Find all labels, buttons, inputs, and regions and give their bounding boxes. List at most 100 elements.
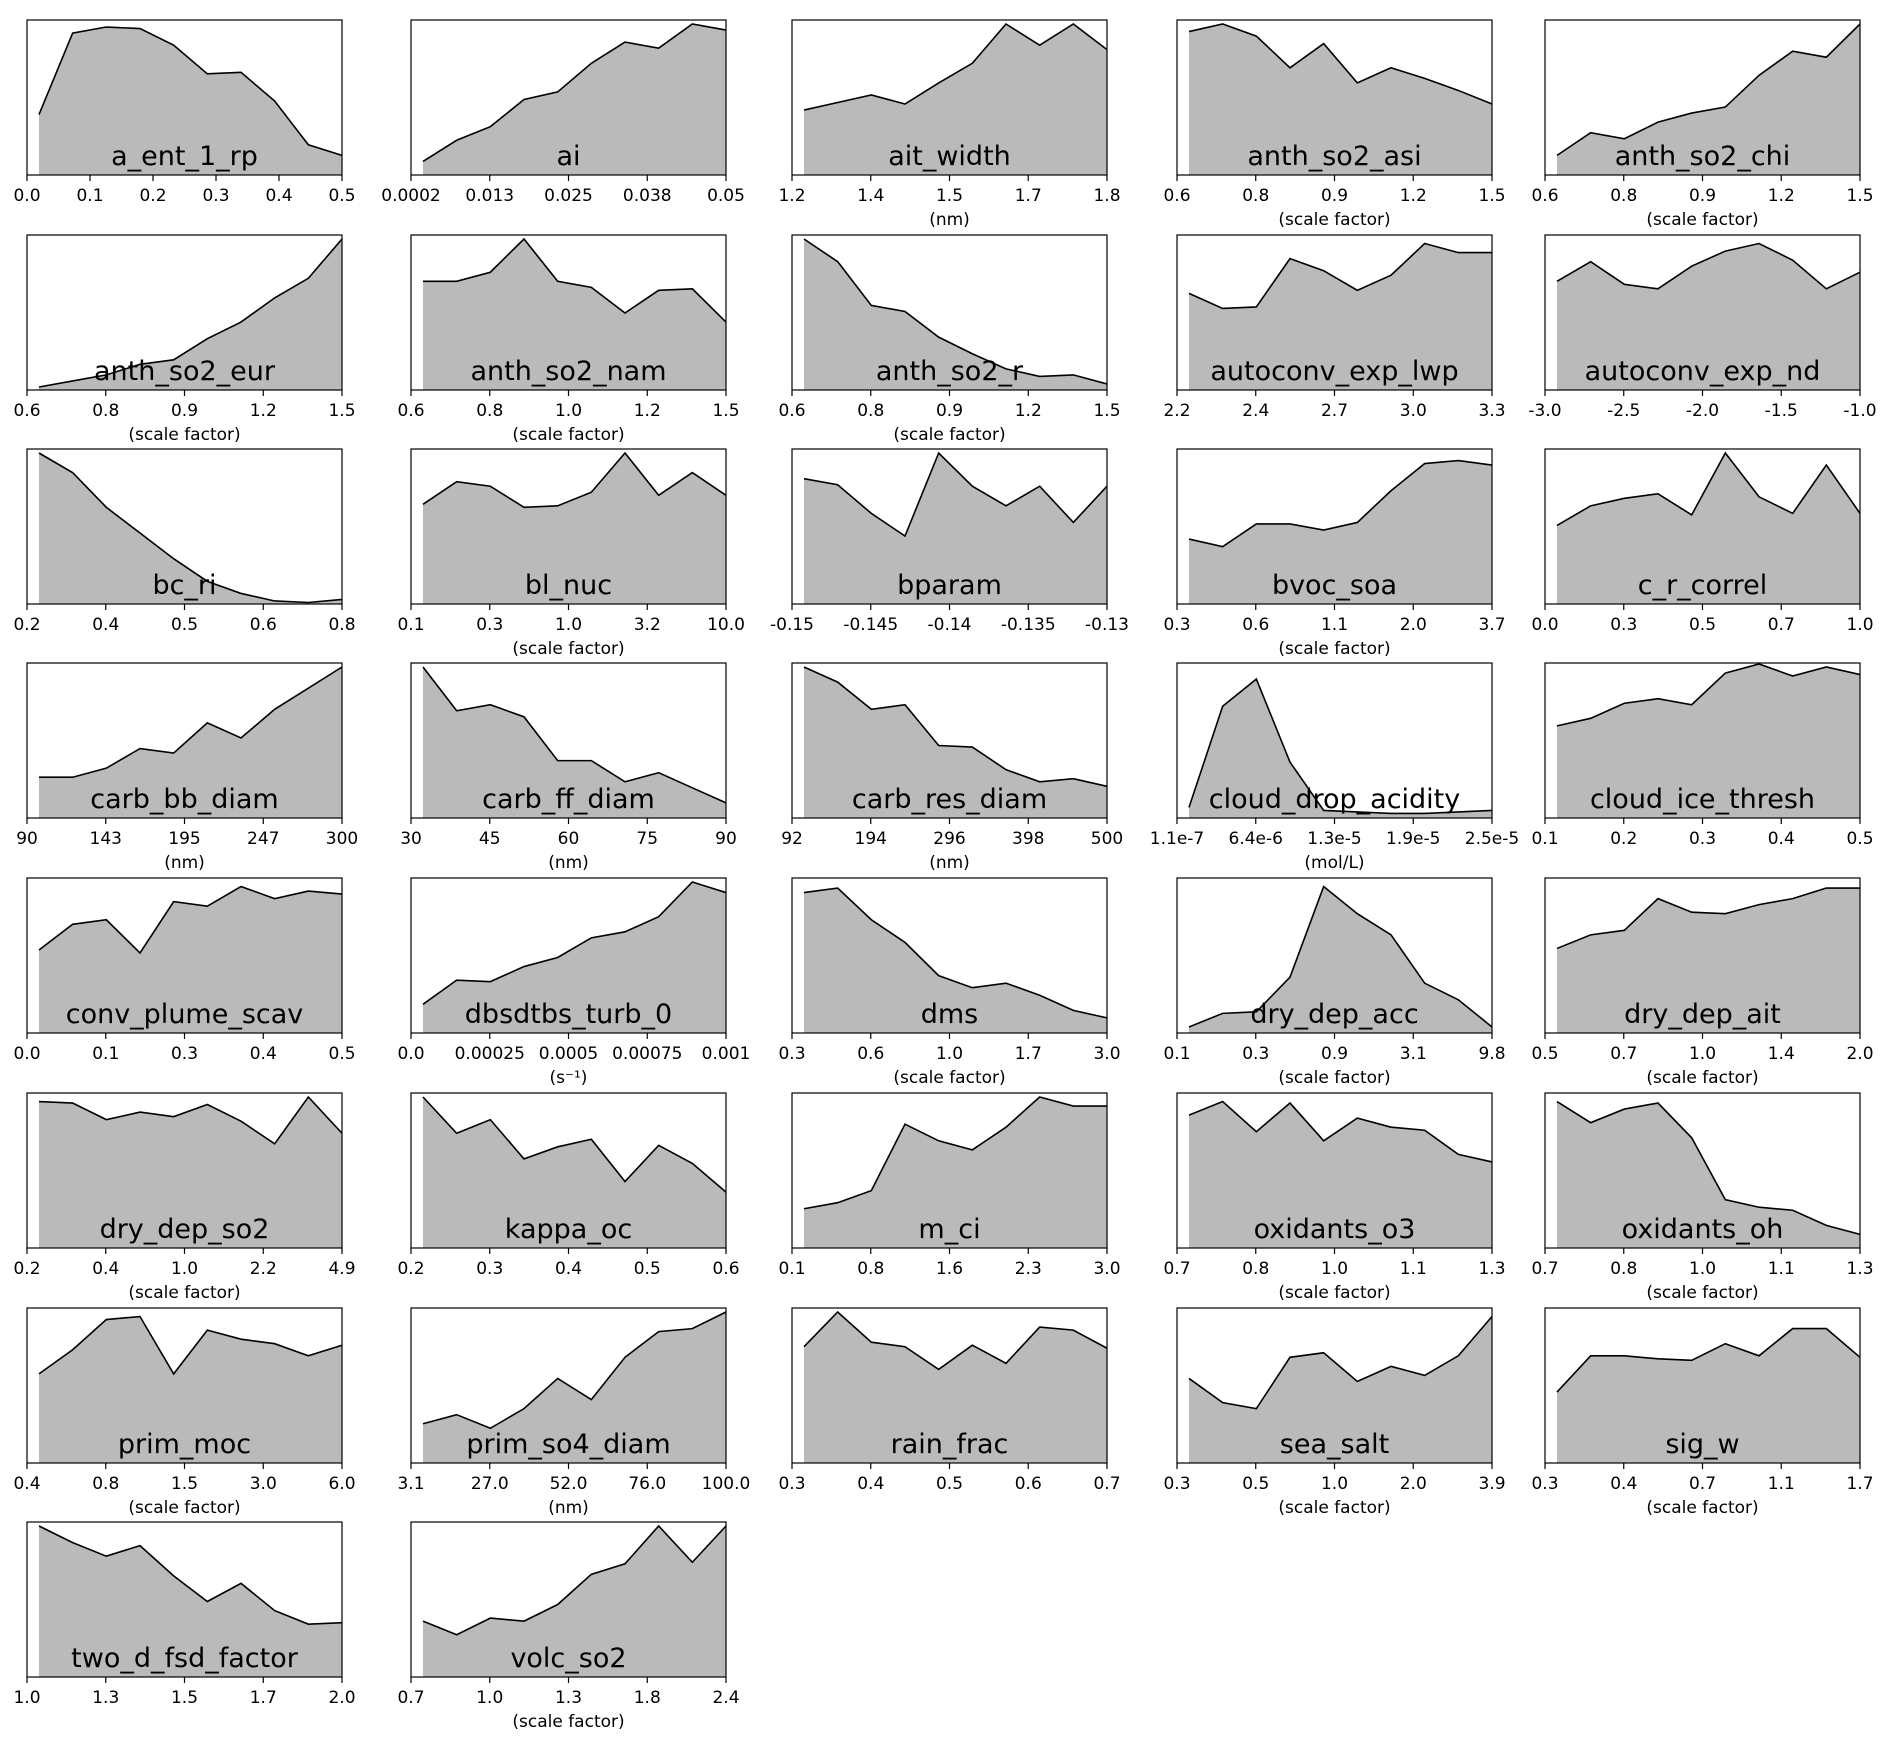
x-tick-label: 1.2 [250,401,277,421]
x-tick-label: 0.0002 [381,186,440,206]
x-tick-label: 2.2 [250,1259,277,1279]
subplot-title: dms [921,999,979,1030]
x-tick-label: 3.1 [1400,1044,1427,1064]
x-tick-label: 1.5 [1478,186,1505,206]
x-tick-label: 2.2 [1163,401,1190,421]
x-tick-label: 0.5 [1531,1044,1558,1064]
x-tick-label: -2.0 [1686,401,1719,421]
x-tick-label: 1.1 [1321,615,1348,635]
x-tick-label: -0.14 [928,615,972,635]
x-tick-label: 1.0 [1689,1259,1716,1279]
subplot-title: oxidants_o3 [1254,1214,1416,1245]
x-tick-label: 1.5 [712,401,739,421]
x-tick-label: 0.9 [1321,186,1348,206]
x-tick-label: 0.5 [328,1044,355,1064]
x-axis-label: (scale factor) [1278,1498,1390,1518]
x-tick-label: 0.2 [1610,829,1637,849]
x-tick-label: 0.9 [171,401,198,421]
x-tick-label: 0.0 [1531,615,1558,635]
subplot-title: anth_so2_asi [1247,141,1421,172]
subplot-title: prim_moc [118,1429,251,1460]
x-tick-label: 2.7 [1321,401,1348,421]
x-tick-label: 0.9 [1321,1044,1348,1064]
x-tick-label: 1.0 [171,1259,198,1279]
x-tick-label: 0.6 [1242,615,1269,635]
x-tick-label: 0.7 [1093,1474,1120,1494]
x-tick-label: 1.4 [1768,1044,1795,1064]
x-tick-label: 1.1 [1400,1259,1427,1279]
subplot-title: carb_ff_diam [482,784,655,815]
x-axis-label: (scale factor) [1646,1498,1758,1518]
x-tick-label: 3.0 [250,1474,277,1494]
x-tick-label: 1.2 [634,401,661,421]
x-tick-label: 0.3 [202,186,229,206]
x-tick-label: 0.2 [13,615,40,635]
x-tick-label: 0.0 [13,186,40,206]
x-tick-label: 90 [715,829,737,849]
subplot-title: rain_frac [891,1429,1009,1460]
x-tick-label: 1.0 [936,1044,963,1064]
x-tick-label: 0.0 [13,1044,40,1064]
x-tick-label: 0.3 [476,615,503,635]
x-tick-label: 0.013 [465,186,514,206]
x-tick-label: 3.7 [1478,615,1505,635]
x-tick-label: 0.6 [13,401,40,421]
x-tick-label: 0.001 [702,1044,751,1064]
x-tick-label: 0.3 [1242,1044,1269,1064]
x-tick-label: 0.8 [92,1474,119,1494]
x-tick-label: 194 [855,829,887,849]
x-tick-label: 1.0 [1846,615,1873,635]
x-tick-label: 1.3 [92,1688,119,1708]
x-tick-label: 0.2 [397,1259,424,1279]
x-tick-label: 0.1 [778,1259,805,1279]
subplot-title: cloud_ice_thresh [1590,784,1815,815]
x-tick-label: 0.8 [857,401,884,421]
x-tick-label: 1.0 [555,615,582,635]
subplot-title: carb_bb_diam [90,784,278,815]
x-tick-label: 1.3 [1478,1259,1505,1279]
x-tick-label: 296 [933,829,965,849]
x-tick-label: 3.0 [1400,401,1427,421]
x-tick-label: 0.7 [1768,615,1795,635]
x-tick-label: 0.3 [778,1044,805,1064]
x-tick-label: 1.7 [1015,1044,1042,1064]
subplot-title: a_ent_1_rp [111,141,258,172]
x-tick-label: 0.9 [936,401,963,421]
x-tick-label: 1.9e-5 [1386,829,1440,849]
x-tick-label: 0.4 [13,1474,40,1494]
subplot-title: bc_ri [152,570,216,601]
x-tick-label: 2.0 [1400,615,1427,635]
x-tick-label: 0.8 [1242,1259,1269,1279]
subplot-title: prim_so4_diam [466,1429,670,1460]
subplot-title: dry_dep_so2 [100,1214,270,1245]
x-tick-label: 0.8 [92,401,119,421]
x-tick-label: 0.5 [1242,1474,1269,1494]
subplot-autoconv-exp-nd: autoconv_exp_nd-3.0-2.5-2.0-1.5-1.0 [1505,225,1892,460]
subplot-title: m_ci [918,1214,980,1245]
x-tick-label: 1.7 [1846,1474,1873,1494]
subplot-title: autoconv_exp_nd [1585,356,1821,387]
x-tick-label: 30 [400,829,422,849]
x-tick-label: 75 [636,829,658,849]
